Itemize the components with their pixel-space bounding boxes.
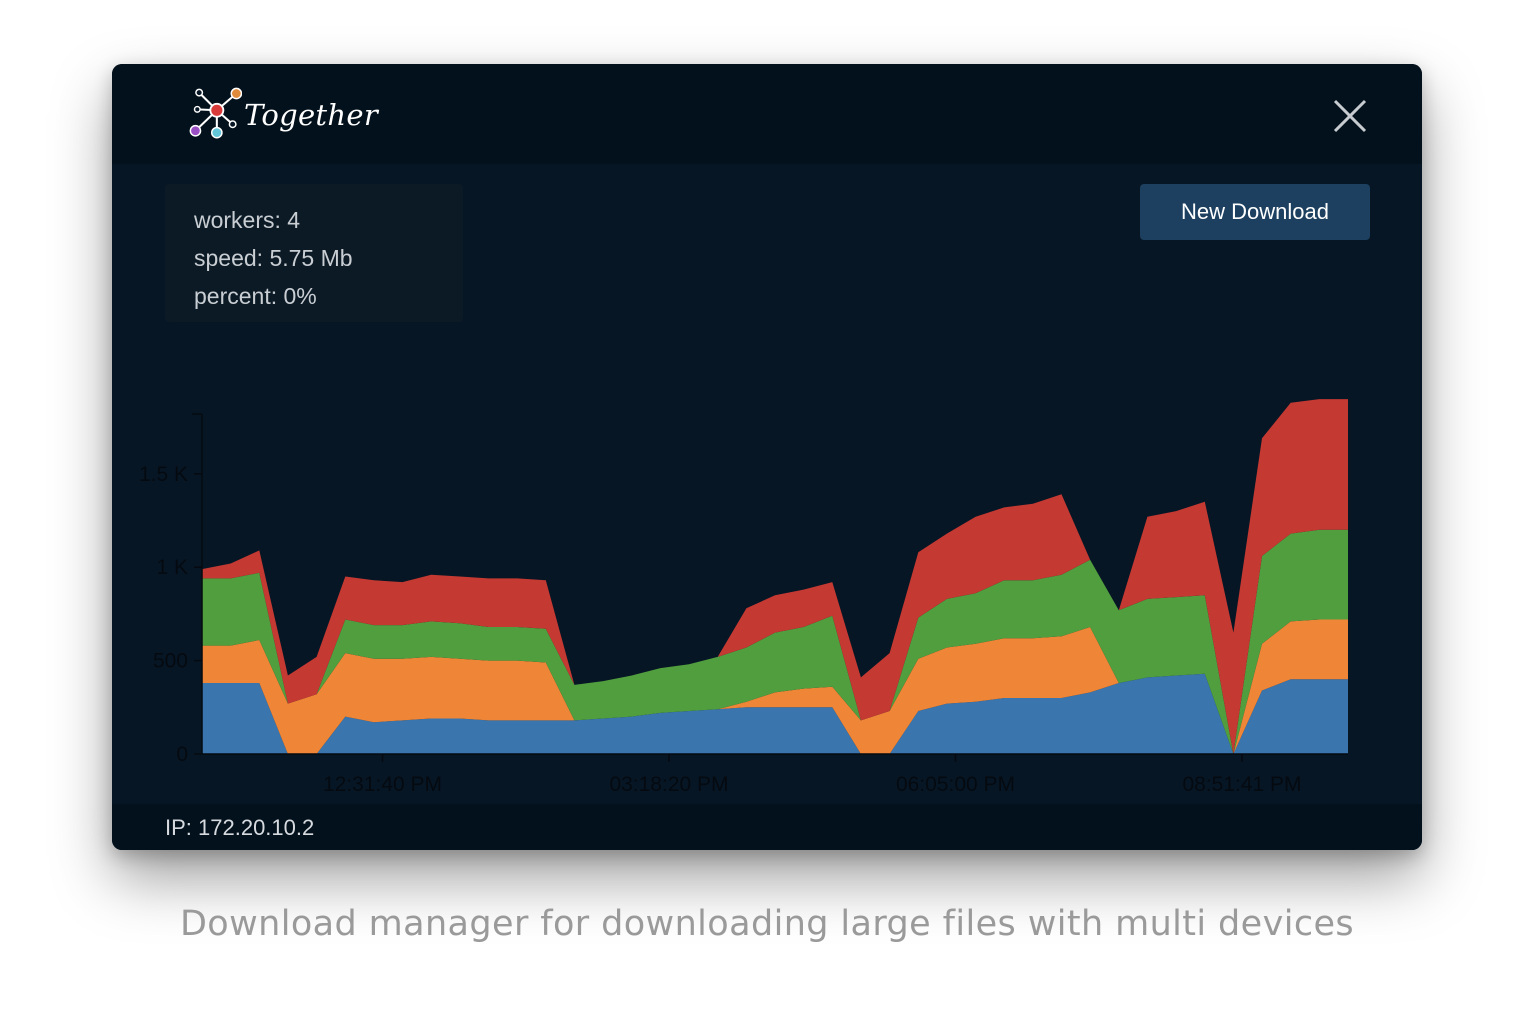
percent-stat: percent: 0% bbox=[194, 283, 317, 309]
series-area-3 bbox=[202, 529, 1348, 754]
y-tick-label: 500 bbox=[153, 650, 188, 673]
ip-address: IP: 172.20.10.2 bbox=[165, 815, 315, 840]
workers-stat: workers: 4 bbox=[194, 207, 301, 233]
y-tick-label: 1.5 K bbox=[139, 463, 188, 486]
app-window: Together workers: 4 speed: 5.75 Mb perce… bbox=[112, 64, 1422, 850]
stats-panel: workers: 4 speed: 5.75 Mb percent: 0% bbox=[165, 184, 463, 322]
new-download-button[interactable]: New Download bbox=[1140, 184, 1370, 240]
close-icon bbox=[1333, 99, 1367, 133]
x-tick-label: 03:18:20 PM bbox=[609, 773, 728, 796]
app-logo: Together bbox=[188, 82, 378, 146]
download-speed-chart: 0 500 1 K 1.5 K 12:31:40 PM 03:18:20 PM 06:05:… bbox=[139, 399, 1348, 796]
speed-stat: speed: 5.75 Mb bbox=[194, 245, 353, 271]
caption: Download manager for downloading large f… bbox=[179, 904, 1355, 944]
y-tick-label: 1 K bbox=[156, 556, 188, 579]
x-tick-label: 08:51:41 PM bbox=[1182, 773, 1301, 796]
x-tick-label: 12:31:40 PM bbox=[323, 773, 442, 796]
close-button[interactable] bbox=[1330, 96, 1370, 136]
together-logo-icon bbox=[189, 87, 242, 139]
app-title: Together bbox=[243, 98, 378, 132]
y-tick-label: 0 bbox=[176, 743, 188, 766]
status-bar: IP: 172.20.10.2 bbox=[112, 804, 1422, 850]
x-tick-label: 06:05:00 PM bbox=[896, 773, 1015, 796]
title-bar: Together bbox=[112, 64, 1422, 164]
series-area-4 bbox=[202, 399, 1348, 754]
series-area-2 bbox=[202, 619, 1348, 754]
series-area-1 bbox=[202, 673, 1348, 754]
